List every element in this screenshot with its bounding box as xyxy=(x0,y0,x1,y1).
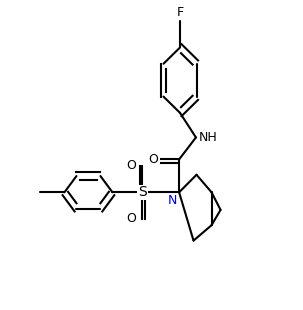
Text: NH: NH xyxy=(198,131,217,144)
Text: N: N xyxy=(168,194,178,207)
Text: F: F xyxy=(176,7,184,20)
Text: O: O xyxy=(126,212,136,225)
Text: S: S xyxy=(138,185,147,199)
Text: O: O xyxy=(126,159,136,172)
Text: O: O xyxy=(148,153,158,166)
